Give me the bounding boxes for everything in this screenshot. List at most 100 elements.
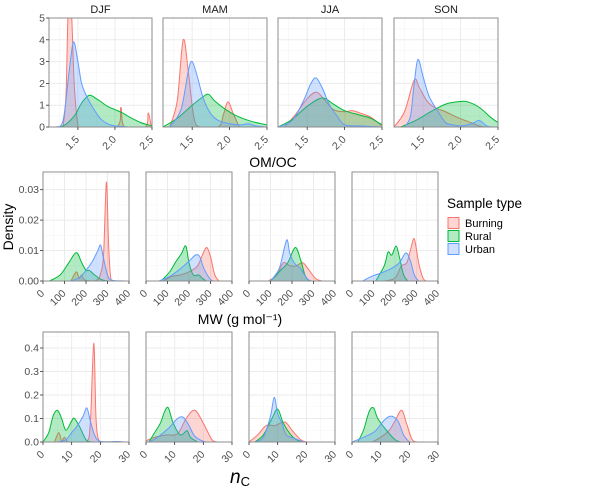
nc-sub: C — [241, 474, 250, 489]
y-tick-label: 0.3 — [24, 366, 39, 378]
density-curves — [49, 181, 125, 281]
y-tick-label: 2 — [39, 78, 45, 90]
y-axis-title: Density — [0, 204, 16, 251]
x-tick-label: 2.0 — [330, 134, 349, 153]
y-tick-label: 0.02 — [19, 215, 40, 227]
density-line-burning — [394, 78, 487, 127]
x-tick-label: 1.5 — [292, 134, 311, 153]
density-area-rural — [161, 245, 207, 281]
density-line-urban — [278, 77, 382, 127]
x-tick-label: 0 — [344, 449, 357, 462]
y-tick-label: 0.0 — [24, 437, 39, 449]
x-tick-label: 20 — [397, 449, 414, 466]
facet-strip-label: MAM — [202, 4, 228, 16]
density-line-burning — [284, 91, 382, 127]
x-tick-label: 20 — [191, 449, 208, 466]
density-line-burning — [371, 409, 419, 442]
density-area-burning — [268, 262, 323, 281]
facet-strip-label: JJA — [321, 4, 340, 16]
x-tick-label: 1.5 — [408, 134, 427, 153]
panel-jja-row1: 1.5 2.0 2.5 JJA — [277, 4, 386, 153]
density-area-rural — [148, 407, 198, 442]
density-curves — [49, 18, 152, 127]
x-tick-label: 0 — [138, 449, 151, 462]
x-tick-label: 10 — [368, 449, 385, 466]
density-area-urban — [169, 61, 267, 127]
density-area-urban — [70, 244, 125, 281]
panel-son-row3: 0 10 20 30 — [344, 331, 442, 466]
panel-djf-row1: 1.5 2.0 2.5 0 1 2 3 4 5 DJF — [39, 4, 156, 153]
density-area-rural — [43, 410, 92, 442]
x-tick-label: 2.5 — [252, 134, 271, 153]
density-line-rural — [160, 245, 207, 281]
y-tick-label: 0.4 — [24, 342, 39, 354]
x-tick-label: 0 — [344, 288, 357, 301]
x-axis-title-nc: nC — [230, 467, 250, 489]
density-line-urban — [270, 239, 312, 281]
x-tick-label: 300 — [400, 288, 421, 309]
density-area-urban — [362, 252, 419, 281]
x-tick-label: 2.5 — [367, 134, 386, 153]
y-tick-label: 5 — [39, 13, 45, 25]
x-tick-label: 0 — [241, 288, 254, 301]
x-tick-label: 1.5 — [63, 134, 82, 153]
density-area-rural — [270, 247, 310, 281]
x-tick-label: 2.5 — [137, 134, 156, 153]
y-tick-label: 0.01 — [19, 245, 40, 257]
panel-djf-row3: 0 10 20 30 0.0 0.1 0.2 0.3 0.4 — [24, 331, 133, 465]
panel-border — [351, 331, 439, 443]
density-line-burning — [169, 38, 240, 127]
density-area-urban — [404, 59, 495, 127]
density-area-burning — [372, 410, 418, 442]
panel-mam-row2: 0 100 200 300 400 — [138, 171, 236, 309]
panel-son-row1: 1.5 2.0 2.5 SON — [393, 4, 502, 153]
y-tick-label: 0.1 — [24, 413, 39, 425]
density-curves — [278, 77, 382, 127]
density-curves — [146, 406, 218, 442]
density-line-rural — [49, 252, 108, 281]
x-tick-label: 100 — [357, 288, 378, 309]
density-area-rural — [254, 409, 301, 442]
x-tick-label: 30 — [322, 449, 339, 466]
x-tick-label: 400 — [215, 288, 236, 309]
panels: 1.5 2.0 2.5 0 1 2 3 4 5 DJF 1.5 2.0 2.5 MAM 1.5 2.0 2.5 J… — [19, 4, 503, 466]
density-curves — [394, 58, 498, 127]
legend-item-urban: Urban — [447, 243, 495, 256]
y-tick-label: 1 — [39, 100, 45, 112]
panel-border — [48, 17, 153, 128]
y-tick-label: 0.00 — [19, 276, 40, 288]
legend-key — [447, 243, 460, 255]
density-line-urban — [404, 58, 495, 127]
density-line-urban — [148, 416, 210, 442]
x-tick-label: 1.5 — [177, 134, 196, 153]
y-tick-label: 4 — [39, 34, 45, 46]
x-tick-label: 2.0 — [100, 134, 119, 153]
panel-djf-row2: 0 100 200 300 400 0.00 0.01 0.02 0.03 — [19, 171, 133, 309]
panel-jja-row3: 0 10 20 30 — [241, 331, 339, 466]
legend-item-rural: Rural — [447, 230, 491, 243]
density-line-rural — [163, 93, 267, 127]
x-axis-title-omoc: OM/OC — [249, 154, 296, 170]
x-tick-label: 0 — [241, 449, 254, 462]
x-tick-label: 10 — [162, 449, 179, 466]
legend-key — [447, 217, 460, 229]
x-tick-label: 300 — [91, 288, 112, 309]
x-tick-label: 200 — [275, 288, 296, 309]
density-line-rural — [148, 406, 198, 442]
y-tick-label: 0.03 — [19, 184, 40, 196]
panel-border — [248, 331, 336, 443]
density-area-urban — [270, 239, 312, 281]
nc-main: n — [230, 467, 241, 488]
x-tick-label: 20 — [294, 449, 311, 466]
x-tick-label: 400 — [318, 288, 339, 309]
x-tick-label: 2.5 — [483, 134, 502, 153]
density-area-urban — [254, 397, 304, 442]
density-line-rural — [254, 408, 301, 442]
density-area-burning — [146, 410, 218, 442]
legend-key — [447, 230, 460, 242]
density-area-rural — [49, 95, 152, 127]
panel-border — [393, 17, 499, 128]
density-line-burning — [70, 181, 115, 281]
